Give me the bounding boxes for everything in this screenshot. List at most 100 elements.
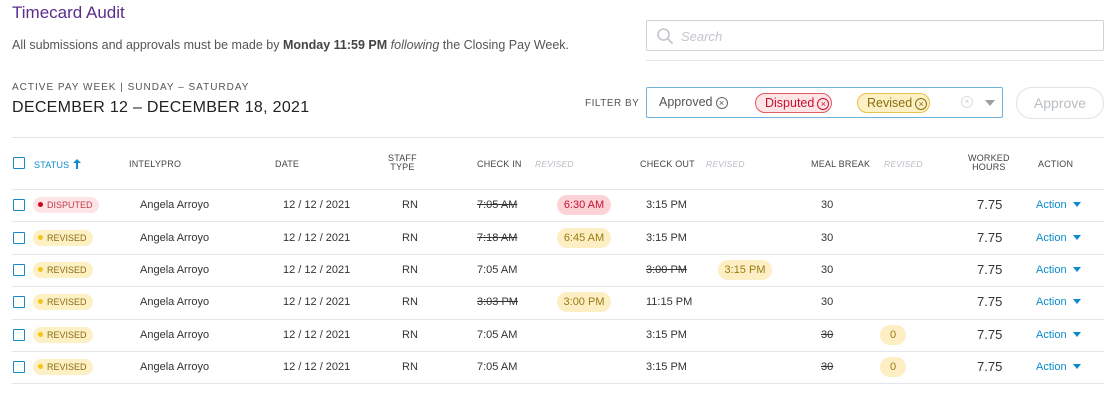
column-header-status[interactable]: STATUS [34,159,82,170]
remove-chip-icon[interactable]: × [715,97,728,109]
action-label: Action [1036,328,1067,341]
column-header-check-out-revised: REVISED [706,159,745,169]
search-input[interactable] [681,26,1081,46]
subtitle-following: following [390,38,440,52]
action-dropdown[interactable]: Action [1036,232,1081,244]
intelypro-name: Angela Arroyo [140,361,210,374]
status-dot-icon [38,299,43,305]
intelypro-name: Angela Arroyo [140,296,210,309]
column-header-check-in-revised: REVISED [535,159,574,169]
check-in-cell: 7:18 AM [477,231,518,244]
meal-break-revised-value: 0 [880,357,906,378]
column-header-action: ACTION [1038,159,1074,169]
meal-break-revised-value: 0 [880,324,906,345]
check-out-cell: 3:00 PM [646,264,687,276]
filter-chip-revised[interactable]: Revised × [857,93,931,113]
check-out-cell: 3:15 PM [646,361,687,374]
sort-ascending-icon [73,159,82,169]
status-dot-icon [38,364,43,370]
remove-chip-icon[interactable]: × [817,98,830,110]
subtitle-text-pre: All submissions and approvals must be ma… [12,38,283,52]
select-all-checkbox[interactable] [13,157,25,169]
search-box[interactable] [646,20,1104,51]
column-header-intelypro: INTELYPRO [129,159,182,169]
column-header-date: DATE [275,159,300,169]
worked-hours-cell: 7.75 [977,229,1003,245]
intelypro-name: Angela Arroyo [140,231,210,244]
row-checkbox[interactable] [13,361,25,374]
check-out-cell: 3:15 PM [646,199,687,212]
filter-chip-label: Revised [867,96,913,110]
check-in-revised-value: 6:45 AM [557,227,611,248]
staff-type-cell: RN [402,296,418,309]
meal-break-cell: 30 [821,328,834,341]
worked-hours-cell: 7.75 [977,294,1003,310]
chevron-down-icon [1072,267,1081,272]
row-divider [12,351,1104,352]
status-dot-icon [38,267,43,272]
check-in-cell: 3:03 PM [477,296,518,309]
status-dot-icon [38,234,43,240]
worked-hours-cell: 7.75 [977,262,1003,277]
remove-chip-icon[interactable]: × [915,98,928,110]
status-label: REVISED [47,265,87,275]
approve-button[interactable]: Approve [1016,87,1104,119]
pay-week-range: DECEMBER 12 – DECEMBER 18, 2021 [12,99,310,116]
action-label: Action [1036,296,1067,309]
row-divider [12,383,1104,385]
row-divider [12,318,1104,320]
status-label: REVISED [47,297,87,308]
chevron-down-icon [1072,234,1081,240]
meal-break-cell: 30 [821,199,834,212]
status-label: REVISED [47,329,87,340]
action-label: Action [1036,199,1067,212]
date-cell: 12 / 12 / 2021 [283,328,351,341]
row-divider [12,189,1104,190]
chevron-down-icon [1072,299,1081,305]
status-label: REVISED [47,232,87,243]
row-checkbox[interactable] [13,264,25,276]
action-dropdown[interactable]: Action [1036,361,1081,373]
filter-chip-label: Disputed [765,96,815,110]
action-label: Action [1036,264,1067,276]
column-header-worked-hours-line1: WORKED [968,153,1010,163]
check-in-cell: 7:05 AM [477,328,518,341]
row-checkbox[interactable] [13,231,25,244]
subtitle-text-post: the Closing Pay Week. [439,38,569,52]
check-out-cell: 3:15 PM [646,328,687,341]
row-checkbox[interactable] [13,328,25,341]
meal-break-cell: 30 [821,264,834,276]
action-label: Action [1036,231,1067,244]
filter-chip-approved[interactable]: Approved × [650,93,728,113]
check-in-revised-value: 3:00 PM [557,292,611,313]
divider [646,60,1104,61]
clear-filter-icon[interactable]: × [961,96,973,108]
status-dot-icon [38,202,43,208]
date-cell: 12 / 12 / 2021 [283,231,351,244]
meal-break-cell: 30 [821,296,834,309]
row-divider [12,221,1104,223]
page-title: Timecard Audit [12,3,125,22]
status-badge: REVISED [33,326,93,343]
pay-week-label: ACTIVE PAY WEEK | SUNDAY – SATURDAY [12,82,250,93]
action-dropdown[interactable]: Action [1036,199,1081,211]
check-in-cell: 7:05 AM [477,264,518,276]
staff-type-cell: RN [402,361,418,374]
chevron-down-icon[interactable] [985,100,995,106]
column-header-staff-type: STAFF TYPE [388,154,417,172]
column-header-worked-hours-line2: HOURS [972,162,1006,172]
row-divider [12,286,1104,288]
action-dropdown[interactable]: Action [1036,329,1081,341]
filter-chip-disputed[interactable]: Disputed × [755,93,833,113]
column-header-staff-type-line2: TYPE [390,162,415,172]
column-header-worked-hours: WORKED HOURS [968,154,1010,172]
action-dropdown[interactable]: Action [1036,264,1081,276]
filter-select[interactable]: Approved × Disputed × Revised × × [646,87,1003,118]
row-checkbox[interactable] [13,296,25,309]
status-badge: REVISED [33,359,93,376]
action-dropdown[interactable]: Action [1036,296,1081,308]
date-cell: 12 / 12 / 2021 [283,264,351,276]
intelypro-name: Angela Arroyo [140,264,210,276]
staff-type-cell: RN [402,231,418,244]
row-checkbox[interactable] [13,199,25,212]
